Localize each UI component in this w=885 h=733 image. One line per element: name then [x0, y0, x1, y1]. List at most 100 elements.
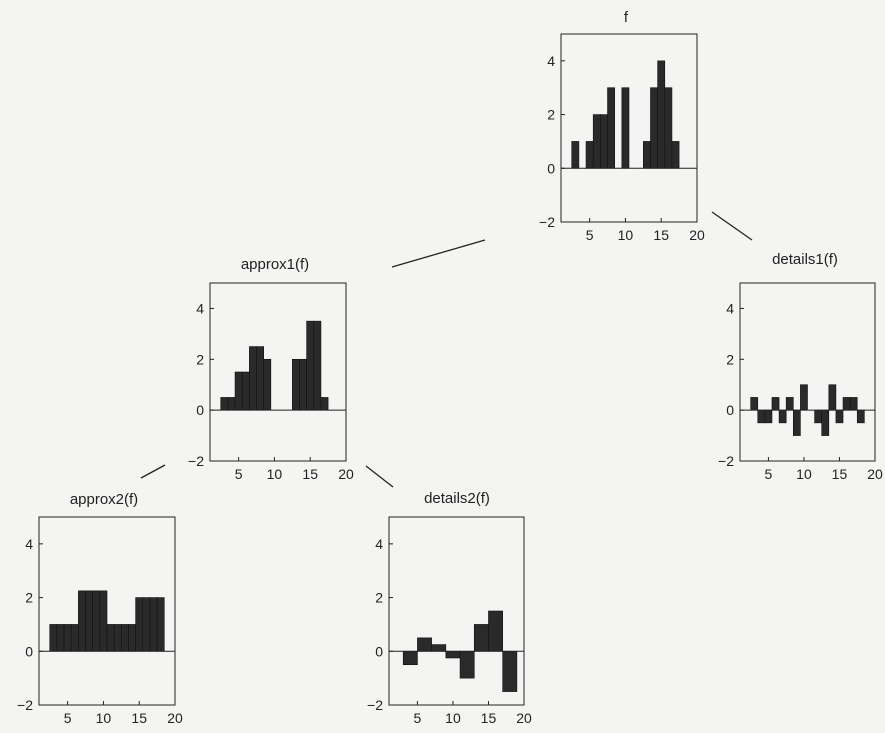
x-tick-label: 15 [832, 466, 848, 482]
y-tick-label: 2 [547, 107, 555, 123]
bar [306, 320, 315, 411]
bar [856, 409, 865, 424]
bar [821, 409, 830, 436]
y-tick-label: 0 [547, 160, 555, 176]
x-tick-label: 5 [765, 466, 773, 482]
bar [142, 597, 151, 652]
bar [63, 624, 72, 652]
plot-area: −2 0 2 4 5 10 15 20 [539, 33, 705, 243]
y-tick-label: 2 [375, 590, 383, 606]
bar [571, 141, 580, 169]
bar [778, 409, 787, 424]
x-tick-label: 10 [796, 466, 812, 482]
bar [431, 644, 447, 652]
bar [607, 87, 615, 169]
panel-title: approx2(f) [70, 491, 138, 508]
bar [135, 597, 144, 652]
plot-area: −2 0 2 4 5 10 15 20 [367, 516, 532, 726]
x-tick-label: 20 [338, 466, 354, 482]
y-tick-label: 4 [25, 536, 33, 552]
bar [785, 397, 794, 411]
bar [121, 624, 129, 652]
tree-connectors [140, 211, 753, 488]
y-tick-label: −2 [17, 697, 33, 713]
y-tick-label: 0 [375, 643, 383, 659]
axes-frame [38, 516, 176, 706]
x-tick-label: 10 [618, 227, 634, 243]
y-tick-label: 0 [25, 643, 33, 659]
x-tick-label: 15 [131, 710, 147, 726]
bar [445, 650, 461, 659]
bar [241, 371, 250, 411]
panel-title: approx1(f) [241, 256, 309, 273]
x-tick-label: 20 [516, 710, 532, 726]
bar [70, 624, 79, 652]
bar [502, 650, 518, 692]
panel-title: f [624, 9, 629, 26]
axes-frame [739, 282, 876, 462]
panel-title: details2(f) [424, 490, 490, 507]
bar [320, 397, 329, 411]
bar [78, 590, 86, 652]
bar [828, 384, 837, 411]
bar [256, 346, 264, 411]
x-tick-label: 5 [414, 710, 422, 726]
panel-title: details1(f) [772, 251, 838, 268]
x-tick-label: 15 [302, 466, 318, 482]
bar [459, 650, 475, 679]
bar [792, 409, 801, 436]
bar [835, 409, 844, 424]
bar [227, 397, 236, 411]
bar [849, 397, 858, 411]
axes-frame [388, 516, 525, 706]
bar [764, 409, 773, 424]
bar [113, 624, 122, 652]
bar [800, 384, 808, 411]
bar [313, 320, 322, 411]
y-tick-label: 2 [726, 351, 734, 367]
connector-approx1-details2 [365, 465, 394, 488]
bar [156, 597, 165, 652]
x-tick-label: 10 [96, 710, 112, 726]
y-tick-label: 2 [196, 351, 204, 367]
y-tick-label: −2 [367, 697, 383, 713]
bar [106, 624, 115, 652]
y-tick-label: −2 [539, 214, 555, 230]
panel-f: f −2 0 2 4 5 10 15 20 [539, 9, 705, 243]
y-tick-label: 0 [196, 402, 204, 418]
x-tick-label: 5 [64, 710, 72, 726]
bar [671, 141, 680, 169]
x-tick-label: 5 [235, 466, 243, 482]
axes-frame [209, 282, 347, 462]
panel-approx1: approx1(f) −2 0 2 4 5 10 15 20 [188, 256, 354, 482]
bar [149, 597, 158, 652]
x-tick-label: 5 [586, 227, 594, 243]
axes-frame [560, 33, 698, 223]
bar [814, 409, 823, 424]
bar [842, 397, 851, 411]
bar [650, 87, 658, 169]
bar [249, 346, 257, 411]
bar [750, 397, 759, 411]
plot-area: −2 0 2 4 5 10 15 20 [188, 282, 354, 482]
x-tick-label: 15 [653, 227, 669, 243]
bar [417, 637, 432, 652]
panel-approx2: approx2(f) −2 0 2 4 5 10 15 20 [17, 491, 183, 726]
bar [657, 60, 666, 169]
bar [263, 358, 272, 411]
bar [473, 624, 489, 652]
x-tick-label: 20 [867, 466, 883, 482]
x-tick-label: 15 [481, 710, 497, 726]
bar [234, 371, 243, 411]
plot-area: −2 0 2 4 5 10 15 20 [17, 516, 183, 726]
bar [771, 397, 780, 411]
bar [128, 624, 136, 652]
panel-details1: details1(f) −2 0 2 4 5 10 15 20 [718, 251, 883, 482]
bar [600, 114, 608, 169]
bar [402, 650, 418, 666]
x-tick-label: 10 [267, 466, 283, 482]
bar [292, 358, 300, 411]
bar [664, 87, 673, 169]
plot-area: −2 0 2 4 5 10 15 20 [718, 282, 883, 482]
